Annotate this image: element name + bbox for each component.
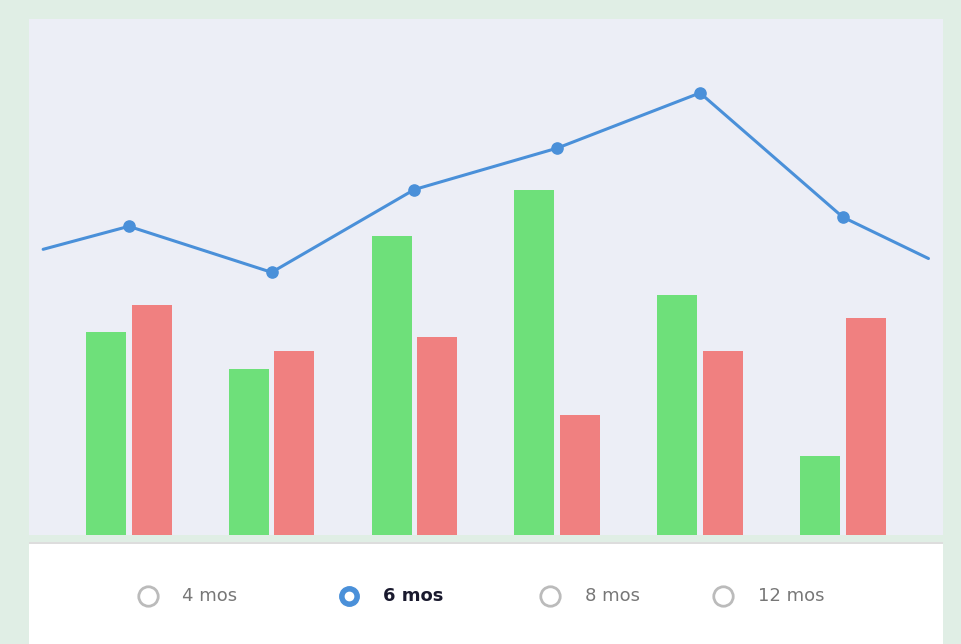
Bar <box>86 332 126 535</box>
Text: 12 mos: 12 mos <box>757 587 824 605</box>
Point <box>549 143 564 153</box>
Bar <box>656 296 697 535</box>
Point <box>121 221 136 231</box>
Bar <box>559 415 600 535</box>
Bar <box>417 337 456 535</box>
Text: 6 mos: 6 mos <box>383 587 443 605</box>
Bar <box>800 457 839 535</box>
Text: 4 mos: 4 mos <box>183 587 237 605</box>
Point <box>834 212 850 222</box>
Bar <box>274 350 314 535</box>
Bar <box>514 189 554 535</box>
Bar <box>229 369 268 535</box>
Bar <box>132 305 171 535</box>
Point <box>692 88 707 98</box>
Text: 8 mos: 8 mos <box>584 587 639 605</box>
Bar <box>371 236 411 535</box>
Bar <box>845 318 885 535</box>
Point <box>407 184 422 194</box>
Bar <box>702 350 742 535</box>
Point <box>263 267 279 278</box>
